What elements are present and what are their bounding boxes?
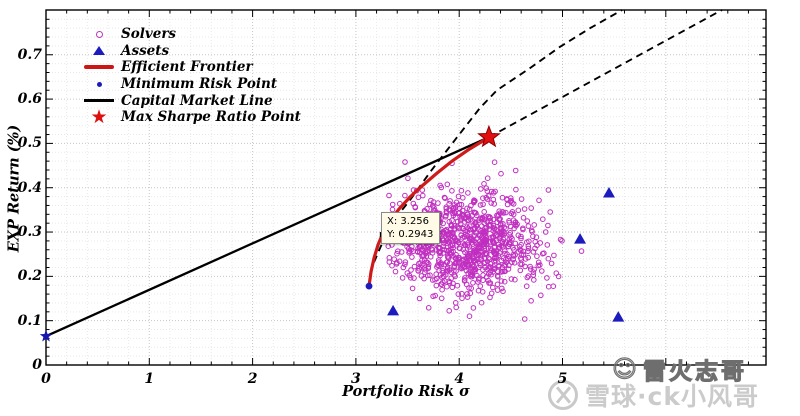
y-tick-label: 0.5 — [17, 135, 42, 152]
x-tick-label: 1 — [144, 371, 155, 387]
legend-item-efficient-frontier: Efficient Frontier — [84, 59, 301, 76]
x-tick-label: 0 — [41, 371, 51, 387]
min-risk-dot-icon — [84, 81, 114, 87]
max-sharpe-star-icon: ★ — [90, 106, 108, 129]
y-tick-label: 0.6 — [17, 91, 42, 108]
datatip[interactable]: X: 3.256 Y: 0.2943 — [381, 212, 441, 244]
legend-item-solvers: Solvers — [84, 26, 301, 43]
efficient-frontier-line — [367, 135, 491, 288]
max-sharpe-star — [477, 124, 501, 148]
y-tick-label: 0.1 — [17, 312, 42, 329]
watermark-overlay: ☺ 雷火志哥 — [611, 352, 748, 386]
x-axis-label: Portfolio Risk σ — [342, 383, 470, 400]
smiley-icon: ☺ — [611, 354, 638, 383]
dashed-extensions — [373, 9, 723, 263]
y-tick-label: 0 — [32, 357, 42, 373]
datatip-y-value: Y: 0.2943 — [387, 229, 434, 240]
watermark-overlay-text: 雷火志哥 — [642, 358, 748, 385]
legend-label: Solvers — [121, 26, 177, 43]
assets-markers — [387, 187, 625, 322]
legend-label: Max Sharpe Ratio Point — [121, 109, 301, 126]
x-tick-label: 5 — [557, 371, 568, 387]
legend-label: Minimum Risk Point — [121, 76, 278, 93]
legend-item-minimum-risk: Minimum Risk Point — [84, 76, 301, 93]
legend-item-assets: Assets — [84, 43, 301, 60]
x-tick-label: 2 — [247, 371, 258, 387]
datatip-x-value: X: 3.256 — [387, 216, 430, 227]
minimum-risk-point — [365, 282, 373, 290]
risk-free-marker — [39, 329, 53, 342]
y-tick-label: 0.7 — [17, 46, 42, 63]
watermark-text: 雪球·ck小风哥 — [585, 382, 759, 411]
legend-label: Assets — [121, 42, 170, 59]
solvers-marker-icon — [84, 30, 114, 38]
y-tick-label: 0.2 — [17, 268, 42, 285]
y-tick-label: 0.4 — [17, 179, 42, 196]
frontier-line-icon — [84, 65, 114, 70]
y-tick-label: 0.3 — [17, 224, 42, 241]
legend-item-capital-market-line: Capital Market Line — [84, 92, 301, 109]
legend-label: Efficient Frontier — [121, 59, 253, 76]
x-tick-label: 3 — [351, 371, 361, 387]
xueqiu-logo-icon — [548, 380, 578, 410]
legend-label: Capital Market Line — [121, 92, 273, 109]
assets-marker-icon — [84, 46, 114, 56]
legend: Solvers Assets Efficient Frontier Minimu… — [84, 26, 301, 129]
capital-market-line — [45, 136, 490, 338]
axes-box — [45, 9, 767, 366]
cml-line-icon — [84, 99, 114, 102]
x-tick-label: 4 — [454, 371, 465, 387]
legend-item-max-sharpe: ★ Max Sharpe Ratio Point — [84, 106, 301, 129]
watermark-xueqiu: 雪球·ck小风哥 — [548, 377, 759, 413]
